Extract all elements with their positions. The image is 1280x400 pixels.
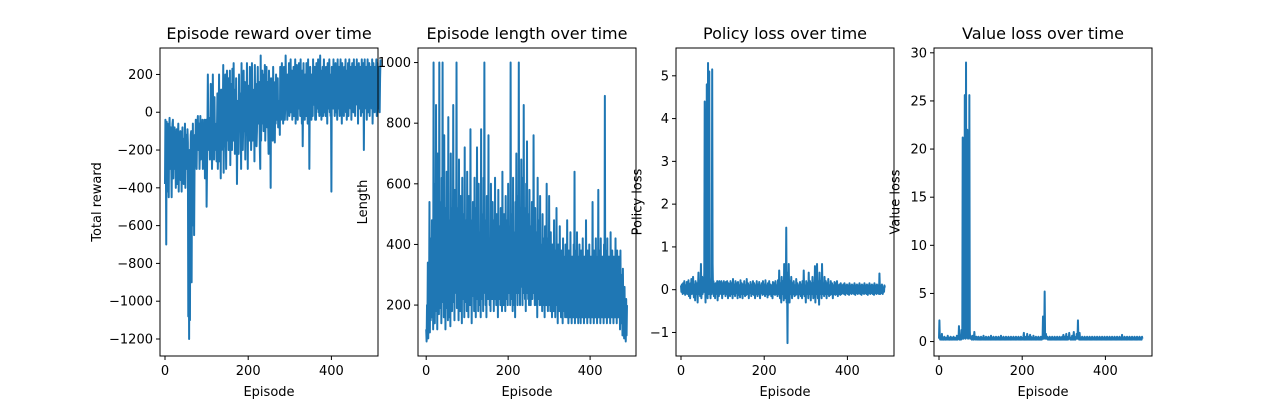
y-tick-label: 1 bbox=[661, 240, 669, 255]
panel-title: Episode reward over time bbox=[166, 24, 371, 43]
y-tick-label: −800 bbox=[117, 257, 153, 272]
plot-frame bbox=[159, 47, 379, 357]
x-tick-label: 0 bbox=[677, 364, 685, 379]
y-tick-label: 20 bbox=[910, 143, 927, 158]
y-tick-label: 200 bbox=[386, 299, 411, 314]
panel-title: Policy loss over time bbox=[703, 24, 867, 43]
plot-frame bbox=[933, 47, 1153, 357]
y-tick-label: 800 bbox=[386, 117, 411, 132]
chart-panel-4: 0 200 400 0 5 10 15 20 25 30 Value loss over time E… bbox=[889, 24, 1153, 400]
x-tick-label: 400 bbox=[835, 364, 860, 379]
y-tick-label: 3 bbox=[661, 155, 669, 170]
y-tick-label: 1000 bbox=[378, 56, 411, 71]
x-tick-label: 200 bbox=[236, 364, 261, 379]
series-line bbox=[425, 61, 628, 343]
y-tick-label: −1000 bbox=[109, 295, 153, 310]
x-tick-label: 400 bbox=[578, 364, 603, 379]
y-tick-label: 4 bbox=[661, 112, 669, 127]
x-tick-label: 200 bbox=[1010, 364, 1035, 379]
chart-panel-3: 0 200 400 −1 0 1 2 3 4 5 Policy loss over time Epis… bbox=[631, 24, 895, 400]
x-tick-label: 0 bbox=[161, 364, 169, 379]
x-axis-title: Episode bbox=[243, 385, 294, 400]
y-tick-label: 0 bbox=[145, 106, 153, 121]
y-tick-label: −1200 bbox=[109, 332, 153, 347]
panel-title: Episode length over time bbox=[427, 24, 628, 43]
x-tick-label: 200 bbox=[752, 364, 777, 379]
y-tick-label: −600 bbox=[117, 219, 153, 234]
x-tick-label: 400 bbox=[319, 364, 344, 379]
y-axis-title: Policy loss bbox=[631, 168, 646, 235]
plot-frame bbox=[417, 47, 637, 357]
y-tick-label: 0 bbox=[919, 335, 927, 350]
x-tick-label: 200 bbox=[496, 364, 521, 379]
chart-panels: 0 200 400−1200−1000−800−600−400−2000200Epi… bbox=[90, 24, 1153, 400]
y-tick-label: −1 bbox=[650, 326, 669, 341]
series-line bbox=[937, 61, 1144, 341]
y-tick-label: −400 bbox=[117, 181, 153, 196]
x-tick-label: 0 bbox=[422, 364, 430, 379]
y-tick-label: −200 bbox=[117, 144, 153, 159]
y-tick-label: 30 bbox=[910, 46, 927, 61]
panel-title: Value loss over time bbox=[962, 24, 1124, 43]
y-axis-title: Total reward bbox=[90, 162, 105, 243]
y-tick-label: 200 bbox=[128, 68, 153, 83]
series-line bbox=[163, 54, 382, 340]
x-axis-title: Episode bbox=[759, 385, 810, 400]
y-tick-label: 0 bbox=[661, 283, 669, 298]
y-tick-label: 600 bbox=[386, 177, 411, 192]
x-axis-title: Episode bbox=[501, 385, 552, 400]
plot-frame bbox=[675, 47, 895, 357]
y-axis-title: Value loss bbox=[889, 169, 904, 234]
x-axis-title: Episode bbox=[1017, 385, 1068, 400]
y-tick-label: 400 bbox=[386, 238, 411, 253]
y-tick-label: 15 bbox=[910, 191, 927, 206]
y-axis-title: Length bbox=[356, 180, 371, 225]
y-tick-label: 10 bbox=[910, 239, 927, 254]
x-tick-label: 0 bbox=[935, 364, 943, 379]
y-tick-label: 2 bbox=[661, 198, 669, 213]
chart-panel-2: 0 200 400 200 400 600 800 1000 Episode length ov… bbox=[356, 24, 637, 400]
y-tick-label: 5 bbox=[661, 69, 669, 84]
x-tick-label: 400 bbox=[1093, 364, 1118, 379]
series-line bbox=[679, 61, 886, 345]
y-tick-label: 5 bbox=[919, 287, 927, 302]
y-tick-label: 25 bbox=[910, 94, 927, 109]
chart-panel-1: 0 200 400 −1200 −1000 −800 −600 −400 −200 0 200 Epi… bbox=[90, 24, 382, 400]
